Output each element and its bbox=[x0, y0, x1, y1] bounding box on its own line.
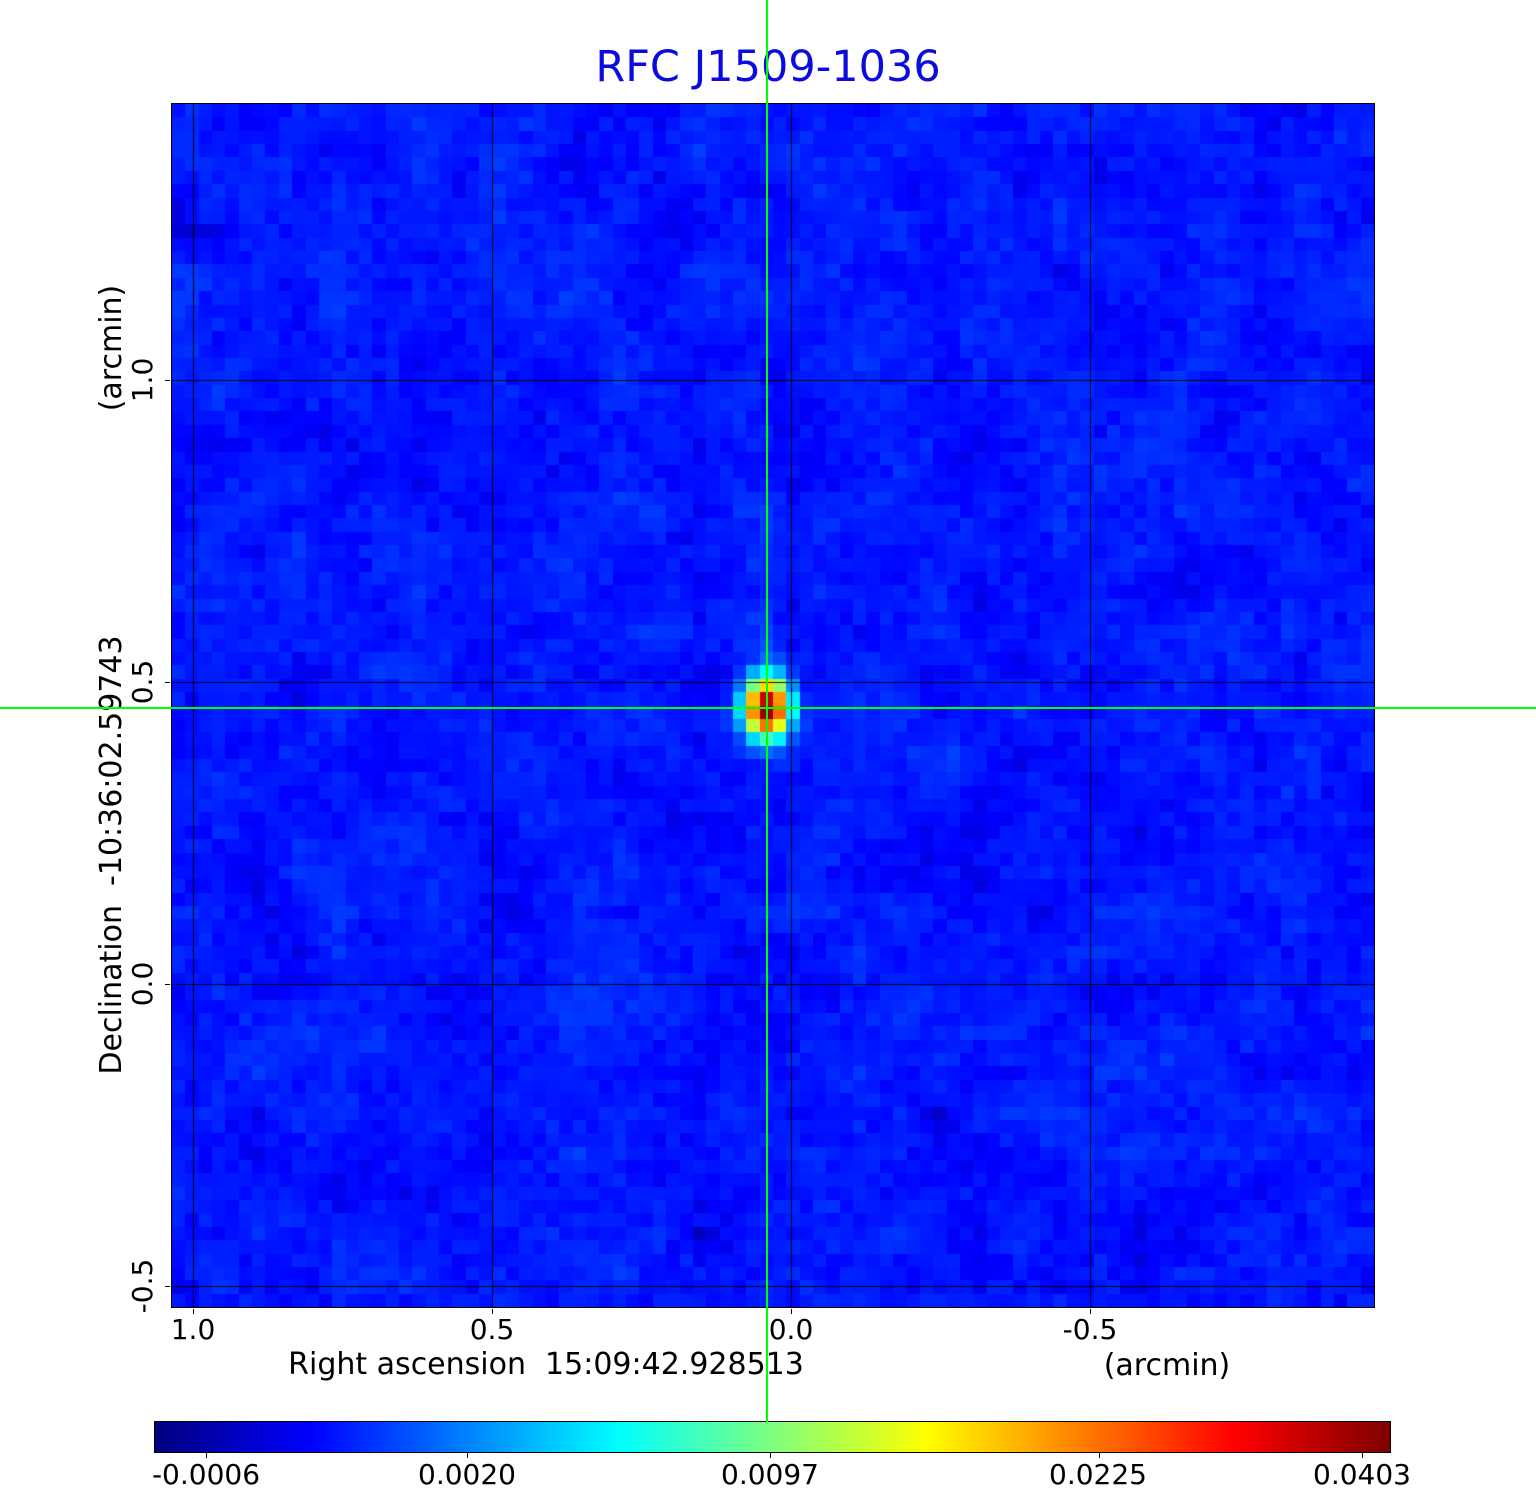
tick-mark bbox=[165, 984, 170, 985]
tick-mark bbox=[165, 380, 170, 381]
x-tick-label: 1.0 bbox=[170, 1313, 216, 1346]
tick-mark bbox=[165, 1286, 170, 1287]
tick-mark bbox=[770, 1453, 771, 1458]
colorbar-tick-label: -0.0006 bbox=[151, 1458, 261, 1491]
y-tick-label: 1.0 bbox=[126, 357, 159, 403]
x-tick-label: 0.0 bbox=[768, 1313, 814, 1346]
tick-mark bbox=[791, 1309, 792, 1314]
colorbar-tick-label: 0.0225 bbox=[1049, 1458, 1147, 1491]
colorbar-canvas bbox=[155, 1422, 1390, 1452]
colorbar bbox=[154, 1421, 1391, 1453]
tick-mark bbox=[165, 682, 170, 683]
plot-area bbox=[171, 103, 1375, 1308]
tick-mark bbox=[193, 1309, 194, 1314]
colorbar-tick-label: 0.0097 bbox=[721, 1458, 819, 1491]
colorbar-tick-label: 0.0020 bbox=[418, 1458, 516, 1491]
tick-mark bbox=[1099, 1453, 1100, 1458]
tick-mark bbox=[1362, 1453, 1363, 1458]
tick-mark bbox=[492, 1309, 493, 1314]
tick-mark bbox=[206, 1453, 207, 1458]
x-tick-label: -0.5 bbox=[1062, 1313, 1118, 1346]
tick-mark bbox=[467, 1453, 468, 1458]
x-tick-label: 0.5 bbox=[469, 1313, 515, 1346]
y-tick-label: 0.5 bbox=[126, 659, 159, 705]
x-axis-label: Right ascension 15:09:42.928513 bbox=[288, 1347, 804, 1382]
figure-title: RFC J1509-1036 bbox=[595, 42, 941, 92]
y-axis-unit-label: (arcmin) bbox=[94, 284, 129, 412]
y-axis-label: Declination -10:36:02.59743 bbox=[94, 635, 129, 1075]
tick-mark bbox=[1090, 1309, 1091, 1314]
x-axis-unit-label: (arcmin) bbox=[1103, 1348, 1231, 1383]
crosshair-vertical bbox=[766, 0, 768, 1422]
sky-map-canvas bbox=[172, 104, 1374, 1307]
y-tick-label: 0.0 bbox=[126, 961, 159, 1007]
crosshair-horizontal bbox=[0, 707, 1536, 709]
colorbar-tick-label: 0.0403 bbox=[1313, 1458, 1411, 1491]
